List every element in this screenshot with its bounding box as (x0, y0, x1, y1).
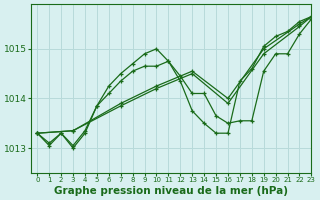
X-axis label: Graphe pression niveau de la mer (hPa): Graphe pression niveau de la mer (hPa) (54, 186, 288, 196)
